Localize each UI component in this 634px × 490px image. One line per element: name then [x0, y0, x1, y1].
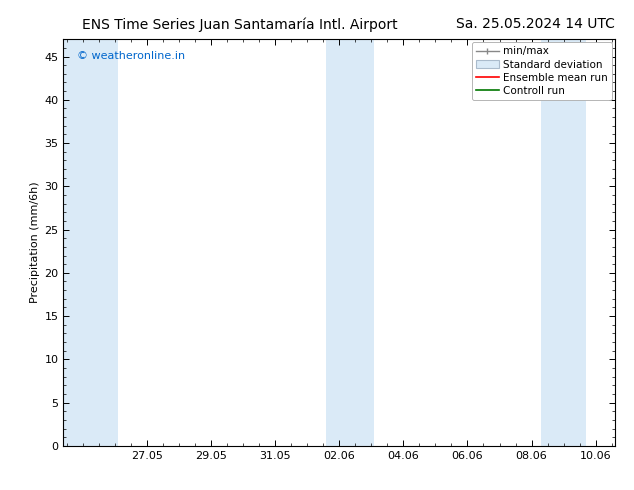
- Bar: [541, 39, 586, 446]
- Bar: [327, 39, 375, 446]
- Text: ENS Time Series Juan Santamaría Intl. Airport: ENS Time Series Juan Santamaría Intl. Ai…: [82, 17, 398, 32]
- Legend: min/max, Standard deviation, Ensemble mean run, Controll run: min/max, Standard deviation, Ensemble me…: [472, 42, 612, 100]
- Text: © weatheronline.in: © weatheronline.in: [77, 51, 185, 61]
- Bar: [63, 39, 118, 446]
- Y-axis label: Precipitation (mm/6h): Precipitation (mm/6h): [30, 182, 40, 303]
- Text: Sa. 25.05.2024 14 UTC: Sa. 25.05.2024 14 UTC: [456, 17, 616, 31]
